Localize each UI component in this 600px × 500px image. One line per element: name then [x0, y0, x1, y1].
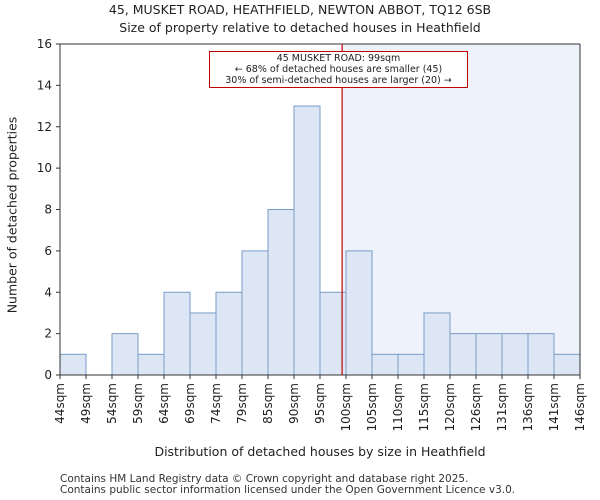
- bar: [449, 333, 477, 376]
- footer-licence: Contains public sector information licen…: [60, 484, 516, 496]
- bar: [553, 353, 581, 376]
- y-tick-label: 14: [37, 78, 52, 92]
- bar: [527, 333, 555, 376]
- y-tick: 0: [44, 368, 52, 382]
- x-tick-label: 146sqm: [573, 383, 587, 431]
- bar: [501, 333, 529, 376]
- y-tick: 14: [37, 78, 52, 92]
- x-tick: 44sqm: [53, 383, 67, 424]
- bar: [215, 291, 243, 376]
- x-tick: 69sqm: [183, 383, 197, 424]
- x-tick-label: 131sqm: [495, 383, 509, 431]
- x-tick-label: 120sqm: [443, 383, 457, 431]
- y-tick-label: 10: [37, 161, 52, 175]
- x-tick: 49sqm: [79, 383, 93, 424]
- x-tick-label: 95sqm: [313, 383, 327, 424]
- x-tick-label: 49sqm: [79, 383, 93, 424]
- chart-title: 45, MUSKET ROAD, HEATHFIELD, NEWTON ABBO…: [108, 2, 492, 17]
- bar: [397, 353, 425, 376]
- bar: [111, 333, 139, 376]
- bar: [241, 250, 269, 376]
- y-tick: 2: [44, 327, 52, 341]
- x-tick: 64sqm: [157, 383, 171, 424]
- bar: [267, 209, 295, 376]
- x-tick-label: 110sqm: [391, 383, 405, 431]
- x-tick-label: 74sqm: [209, 383, 223, 424]
- x-tick: 120sqm: [443, 383, 457, 431]
- x-tick-label: 90sqm: [287, 383, 301, 424]
- x-tick-label: 105sqm: [365, 383, 379, 431]
- y-tick-label: 12: [37, 120, 52, 134]
- x-tick: 131sqm: [495, 383, 509, 431]
- x-tick: 95sqm: [313, 383, 327, 424]
- bar: [59, 353, 87, 376]
- bar: [137, 353, 165, 376]
- x-tick-label: 79sqm: [235, 383, 249, 424]
- x-tick: 136sqm: [521, 383, 535, 431]
- footer-copyright: Contains HM Land Registry data © Crown c…: [60, 473, 469, 485]
- x-tick: 79sqm: [235, 383, 249, 424]
- y-tick-label: 4: [44, 285, 52, 299]
- y-tick: 6: [44, 244, 52, 258]
- x-tick: 90sqm: [287, 383, 301, 424]
- y-tick: 12: [37, 120, 52, 134]
- x-tick: 100sqm: [339, 383, 353, 431]
- x-tick: 59sqm: [131, 383, 145, 424]
- x-tick-label: 100sqm: [339, 383, 353, 431]
- x-tick-label: 115sqm: [417, 383, 431, 431]
- x-tick: 115sqm: [417, 383, 431, 431]
- property-annotation: 45 MUSKET ROAD: 99sqm ← 68% of detached …: [209, 51, 468, 88]
- x-tick: 54sqm: [105, 383, 119, 424]
- bar: [163, 291, 191, 376]
- x-tick-label: 69sqm: [183, 383, 197, 424]
- y-tick-label: 0: [44, 368, 52, 382]
- x-tick: 105sqm: [365, 383, 379, 431]
- x-tick: 85sqm: [261, 383, 275, 424]
- y-tick-label: 2: [44, 327, 52, 341]
- y-tick-label: 16: [37, 37, 52, 51]
- x-tick-label: 136sqm: [521, 383, 535, 431]
- x-tick-label: 44sqm: [53, 383, 67, 424]
- y-tick-label: 8: [44, 203, 52, 217]
- x-axis-label: Distribution of detached houses by size …: [154, 444, 486, 459]
- x-tick: 126sqm: [469, 383, 483, 431]
- bar: [423, 312, 451, 376]
- bar: [371, 353, 399, 376]
- annotation-line-3: 30% of semi-detached houses are larger (…: [225, 75, 452, 86]
- x-tick: 110sqm: [391, 383, 405, 431]
- chart-subtitle: Size of property relative to detached ho…: [119, 20, 481, 35]
- x-tick: 74sqm: [209, 383, 223, 424]
- x-tick-label: 59sqm: [131, 383, 145, 424]
- y-tick: 4: [44, 285, 52, 299]
- x-tick-label: 141sqm: [547, 383, 561, 431]
- x-tick-label: 126sqm: [469, 383, 483, 431]
- x-tick-label: 64sqm: [157, 383, 171, 424]
- y-tick: 10: [37, 161, 52, 175]
- bar: [293, 105, 321, 376]
- annotation-line-2: ← 68% of detached houses are smaller (45…: [234, 64, 443, 75]
- y-tick-label: 6: [44, 244, 52, 258]
- bar: [475, 333, 503, 376]
- x-tick: 141sqm: [547, 383, 561, 431]
- x-tick-label: 54sqm: [105, 383, 119, 424]
- x-tick: 146sqm: [573, 383, 587, 431]
- annotation-line-1: 45 MUSKET ROAD: 99sqm: [276, 53, 401, 64]
- y-tick: 8: [44, 203, 52, 217]
- x-tick-label: 85sqm: [261, 383, 275, 424]
- bar: [189, 312, 217, 376]
- bar: [345, 250, 373, 376]
- y-tick: 16: [37, 37, 52, 51]
- larger-region-shade: [342, 44, 580, 375]
